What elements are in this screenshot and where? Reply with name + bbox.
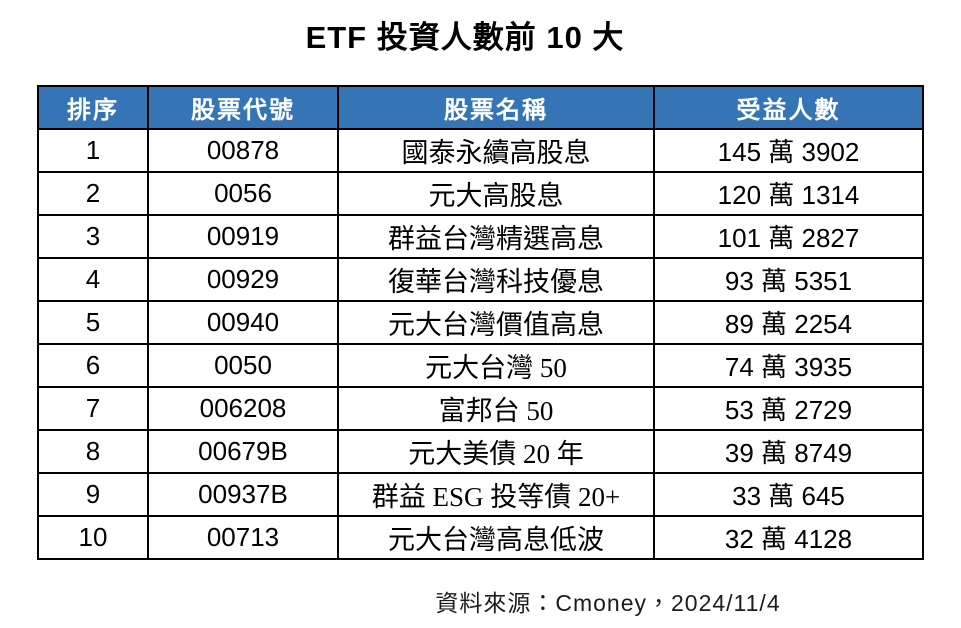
rank-cell: 10 bbox=[37, 515, 149, 560]
code-cell: 00713 bbox=[147, 515, 339, 560]
table-row: 10 00713 元大台灣高息低波 32 萬 4128 bbox=[37, 515, 924, 560]
table-row: 8 00679B 元大美債 20 年 39 萬 8749 bbox=[37, 429, 924, 474]
code-cell: 0050 bbox=[147, 343, 339, 388]
header-name: 股票名稱 bbox=[337, 85, 655, 130]
rank-cell: 5 bbox=[37, 300, 149, 345]
holders-cell: 89 萬 2254 bbox=[653, 300, 924, 345]
table-row: 9 00937B 群益 ESG 投等債 20+ 33 萬 645 bbox=[37, 472, 924, 517]
table-row: 6 0050 元大台灣 50 74 萬 3935 bbox=[37, 343, 924, 388]
rank-cell: 3 bbox=[37, 214, 149, 259]
table-row: 4 00929 復華台灣科技優息 93 萬 5351 bbox=[37, 257, 924, 302]
rank-cell: 2 bbox=[37, 171, 149, 216]
table-row: 3 00919 群益台灣精選高息 101 萬 2827 bbox=[37, 214, 924, 259]
name-cell: 元大高股息 bbox=[337, 171, 655, 216]
name-cell: 元大台灣 50 bbox=[337, 343, 655, 388]
name-cell: 國泰永續高股息 bbox=[337, 128, 655, 173]
holders-cell: 93 萬 5351 bbox=[653, 257, 924, 302]
code-cell: 00878 bbox=[147, 128, 339, 173]
name-cell: 元大美債 20 年 bbox=[337, 429, 655, 474]
page-title: ETF 投資人數前 10 大 bbox=[305, 20, 625, 55]
holders-cell: 39 萬 8749 bbox=[653, 429, 924, 474]
header-holders: 受益人數 bbox=[653, 85, 924, 130]
code-cell: 00919 bbox=[147, 214, 339, 259]
name-cell: 復華台灣科技優息 bbox=[337, 257, 655, 302]
rank-cell: 1 bbox=[37, 128, 149, 173]
holders-cell: 53 萬 2729 bbox=[653, 386, 924, 431]
table-row: 2 0056 元大高股息 120 萬 1314 bbox=[37, 171, 924, 216]
data-source-note: 資料來源：Cmoney，2024/11/4 bbox=[435, 590, 781, 616]
holders-cell: 120 萬 1314 bbox=[653, 171, 924, 216]
rank-cell: 4 bbox=[37, 257, 149, 302]
table-row: 1 00878 國泰永續高股息 145 萬 3902 bbox=[37, 128, 924, 173]
rank-cell: 6 bbox=[37, 343, 149, 388]
holders-cell: 74 萬 3935 bbox=[653, 343, 924, 388]
name-cell: 群益台灣精選高息 bbox=[337, 214, 655, 259]
code-cell: 006208 bbox=[147, 386, 339, 431]
etf-investor-table: 排序 股票代號 股票名稱 受益人數 1 00878 國泰永續高股息 145 萬 … bbox=[37, 85, 924, 560]
name-cell: 富邦台 50 bbox=[337, 386, 655, 431]
name-cell: 元大台灣價值高息 bbox=[337, 300, 655, 345]
code-cell: 00679B bbox=[147, 429, 339, 474]
table-row: 5 00940 元大台灣價值高息 89 萬 2254 bbox=[37, 300, 924, 345]
name-cell: 元大台灣高息低波 bbox=[337, 515, 655, 560]
holders-cell: 33 萬 645 bbox=[653, 472, 924, 517]
code-cell: 00937B bbox=[147, 472, 339, 517]
holders-cell: 101 萬 2827 bbox=[653, 214, 924, 259]
rank-cell: 7 bbox=[37, 386, 149, 431]
rank-cell: 8 bbox=[37, 429, 149, 474]
header-rank: 排序 bbox=[37, 85, 149, 130]
holders-cell: 32 萬 4128 bbox=[653, 515, 924, 560]
code-cell: 00929 bbox=[147, 257, 339, 302]
rank-cell: 9 bbox=[37, 472, 149, 517]
name-cell: 群益 ESG 投等債 20+ bbox=[337, 472, 655, 517]
table-row: 7 006208 富邦台 50 53 萬 2729 bbox=[37, 386, 924, 431]
holders-cell: 145 萬 3902 bbox=[653, 128, 924, 173]
header-code: 股票代號 bbox=[147, 85, 339, 130]
code-cell: 0056 bbox=[147, 171, 339, 216]
table-header-row: 排序 股票代號 股票名稱 受益人數 bbox=[37, 85, 924, 130]
code-cell: 00940 bbox=[147, 300, 339, 345]
